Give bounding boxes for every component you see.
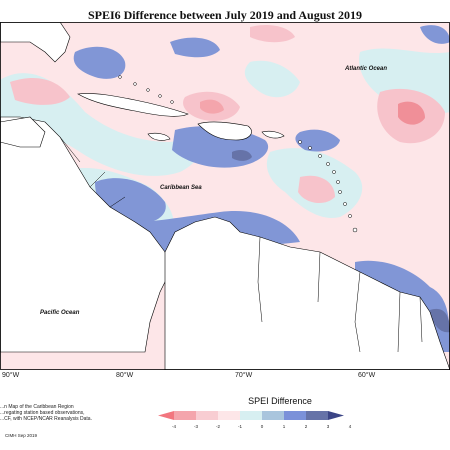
legend-tick-label: -1 <box>237 424 242 429</box>
red-mid-region <box>298 175 335 204</box>
jamaica-land <box>147 132 171 141</box>
legend-swatch <box>196 411 218 420</box>
legend-tick-label: -2 <box>215 424 220 429</box>
blue-mid-region <box>420 25 450 44</box>
longitude-label-80w: 80°W <box>116 372 134 379</box>
red-mid-region <box>250 25 295 43</box>
blue-mid-region <box>73 46 126 79</box>
bahamas-islands <box>118 75 174 104</box>
blue-mid-region <box>295 129 340 152</box>
legend-tick-label: 2 <box>304 424 308 429</box>
atlantic-ocean-label: Atlantic Ocean <box>344 66 387 72</box>
legend-swatch <box>240 411 262 420</box>
legend-tick-label: -3 <box>193 424 198 429</box>
caption-line: ...n Map of the Caribbean Region <box>0 404 74 410</box>
spei-map: Atlantic Ocean Caribbean Sea Pacific Oce… <box>0 22 450 370</box>
legend-arrow-left <box>158 411 174 420</box>
puerto-rico-land <box>261 130 285 139</box>
legend-swatch <box>262 411 284 420</box>
legend-title: SPEI Difference <box>248 396 312 406</box>
blue-mid-region <box>170 37 220 58</box>
red-mid-region <box>10 77 70 105</box>
country-border <box>59 136 126 208</box>
country-border <box>257 236 423 353</box>
longitude-label-60w: 60°W <box>358 372 376 379</box>
legend-tick-label: 4 <box>348 424 352 429</box>
red-strong-region <box>200 99 224 114</box>
blue-strong-region <box>430 308 450 333</box>
cuba-land <box>77 93 189 117</box>
legend-swatch <box>174 411 196 420</box>
map-title: SPEI6 Difference between July 2019 and A… <box>87 8 363 22</box>
lesser-antilles-islands <box>298 140 358 233</box>
legend-arrow-right <box>328 411 344 420</box>
caribbean-sea-label: Caribbean Sea <box>160 185 202 191</box>
map-caption: ...n Map of the Caribbean Region ...rega… <box>0 404 150 422</box>
blue-light-region <box>244 60 300 98</box>
legend-tick-label: 3 <box>326 424 330 429</box>
legend-tick-label: 0 <box>260 424 264 429</box>
pacific-ocean-label: Pacific Ocean <box>40 310 80 316</box>
caption-line: ...CF, with NCEP/NCAR Reanalysis Data. <box>0 416 92 422</box>
florida-land <box>0 22 71 63</box>
caption-line: ...regating station based observations, <box>0 410 85 416</box>
legend-ticks: -4 -3 -2 -1 0 1 2 3 4 <box>172 424 374 432</box>
south-america-land <box>164 216 450 370</box>
hispaniola-land <box>197 121 252 141</box>
legend-swatch <box>218 411 240 420</box>
longitude-label-90w: 90°W <box>2 372 20 379</box>
longitude-label-70w: 70°W <box>235 372 253 379</box>
legend-tick-label: -4 <box>171 424 176 429</box>
legend-swatch <box>284 411 306 420</box>
legend-tick-label: 1 <box>282 424 286 429</box>
central-america-land <box>0 116 171 353</box>
yucatan-land <box>0 116 46 148</box>
legend-colorbar <box>158 411 344 420</box>
credit-text: CIMH Sep 2019 <box>5 433 38 438</box>
red-strong-region <box>398 101 425 125</box>
blue-strong-region <box>232 149 252 161</box>
legend-swatch <box>306 411 328 420</box>
